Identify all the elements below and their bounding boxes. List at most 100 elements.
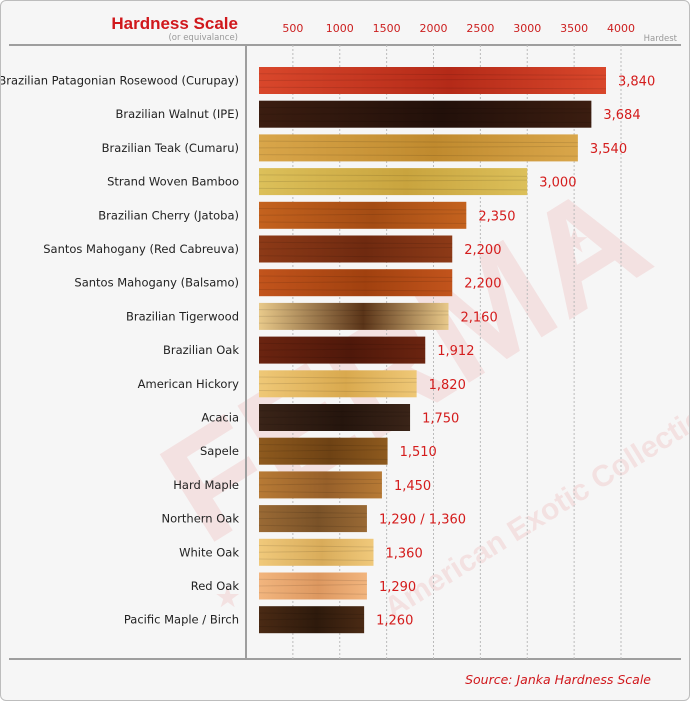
bar-grain: [258, 584, 367, 587]
bar: [259, 505, 367, 533]
bar: [259, 134, 578, 162]
bar-grain: [258, 174, 528, 177]
value-label: 1,450: [394, 479, 431, 494]
bar-grain: [258, 578, 367, 582]
bar: [259, 302, 449, 330]
bar-grain: [258, 592, 367, 595]
tick-label: 2500: [466, 22, 494, 35]
value-label: 2,350: [478, 209, 515, 224]
tick-label: 1500: [373, 22, 401, 35]
bar-grain: [258, 491, 382, 494]
value-label: 2,160: [461, 310, 498, 325]
category-label: Strand Woven Bamboo: [107, 175, 239, 189]
bars: [258, 67, 607, 634]
value-label: 3,000: [539, 176, 576, 191]
bar-grain: [258, 78, 607, 81]
bar: [259, 471, 382, 499]
value-label: 3,840: [618, 75, 655, 90]
chart-subtitle: (or equivalance): [168, 33, 238, 43]
bar-grain: [258, 280, 453, 284]
bar-grain: [258, 322, 449, 326]
bar-grain: [258, 140, 578, 144]
value-label: 1,912: [437, 344, 474, 359]
category-label: Northern Oak: [162, 512, 240, 526]
bar-grain: [258, 545, 374, 548]
category-label: Pacific Maple / Birch: [124, 613, 239, 627]
category-label: Brazilian Cherry (Jatoba): [98, 208, 239, 222]
bar: [259, 404, 411, 431]
tick-label: 4000: [607, 22, 635, 35]
category-label: Brazilian Tigerwood: [126, 309, 239, 323]
bar-grain: [258, 213, 467, 216]
bar-grain: [258, 612, 365, 615]
bar: [259, 336, 426, 364]
bar: [259, 606, 365, 634]
bar-grain: [258, 112, 592, 115]
bar-grain: [258, 443, 388, 447]
value-labels: 3,840 3,684 3,540 3,000 2,350 2,200 2,200 2,160…: [376, 75, 655, 629]
value-label: 1,360: [386, 546, 423, 561]
tick-label: 3000: [513, 22, 541, 35]
bar: [259, 201, 467, 229]
category-label: Brazilian Teak (Cumaru): [102, 141, 239, 155]
bar-grain: [258, 86, 607, 90]
category-label: American Hickory: [138, 377, 240, 391]
bar-grain: [258, 255, 453, 258]
value-label: 1,290: [379, 580, 416, 595]
bar-grain: [258, 241, 453, 245]
value-label: 1,820: [429, 378, 466, 393]
category-label: White Oak: [179, 545, 239, 559]
tick-label: 2000: [420, 22, 448, 35]
category-label: Hard Maple: [173, 478, 239, 492]
bar-grain: [258, 550, 374, 553]
value-label: 1,290 / 1,360: [379, 513, 466, 528]
tick-label: 1000: [326, 22, 354, 35]
bar-grain: [258, 558, 374, 562]
tick-label: 500: [282, 22, 303, 35]
tick-labels: 500 1000 1500 2000 2500 3000 3500 4000: [282, 22, 635, 35]
value-label: 1,260: [376, 614, 413, 629]
bar-grain: [258, 154, 578, 157]
axis-end-label: Hardest: [644, 34, 678, 44]
bar-grain: [258, 516, 367, 520]
value-label: 1,510: [400, 445, 437, 460]
category-label: Brazilian Walnut (IPE): [116, 107, 239, 121]
source-note: Source: Janka Hardness Scale: [465, 672, 651, 687]
category-label: Brazilian Patagonian Rosewood (Curupay): [1, 74, 239, 88]
bar-grain: [258, 221, 467, 225]
value-label: 3,684: [603, 108, 640, 123]
bar-grain: [258, 356, 426, 359]
bar-grain: [258, 179, 528, 183]
bar-grain: [258, 73, 607, 76]
bar: [259, 370, 417, 398]
bar-grain: [258, 342, 426, 346]
bar-grain: [258, 423, 411, 427]
value-label: 3,540: [590, 142, 627, 157]
tick-label: 3500: [560, 22, 588, 35]
bar-grain: [258, 208, 467, 211]
bar-grain: [258, 524, 367, 528]
bar-grain: [258, 457, 388, 460]
bar-grain: [258, 390, 417, 393]
bar-grain: [258, 106, 592, 110]
bar-grain: [258, 625, 365, 629]
bar-grain: [258, 410, 411, 413]
bar: [259, 572, 367, 600]
value-label: 2,200: [464, 243, 501, 258]
bar-grain: [258, 617, 365, 621]
bar-grain: [258, 275, 453, 278]
value-label: 1,750: [422, 412, 459, 427]
bar-grain: [258, 477, 382, 481]
bar-grain: [258, 288, 453, 292]
watermark-star-icon-2: ★: [216, 582, 240, 612]
value-label: 2,200: [464, 277, 501, 292]
bar: [259, 100, 592, 128]
category-label: Acacia: [201, 411, 239, 425]
bar-grain: [258, 247, 453, 250]
category-label: Red Oak: [191, 579, 240, 593]
bar: [259, 235, 453, 263]
bar: [259, 67, 606, 94]
bar-grain: [258, 314, 449, 317]
